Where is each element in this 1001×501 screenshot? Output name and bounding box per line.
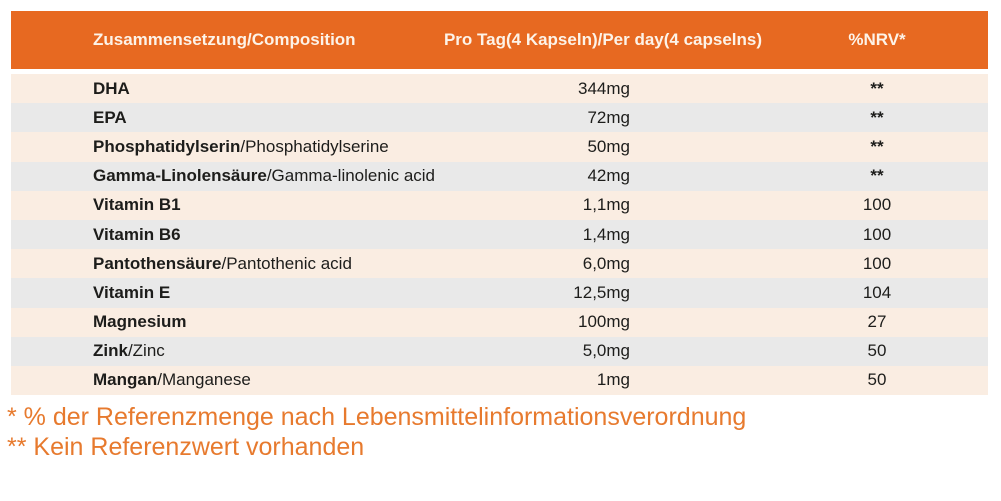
nrv-cell: 100	[862, 224, 892, 244]
ingredient-name-de: Vitamin B6	[93, 224, 181, 244]
ingredient-name-cell: Phosphatidylserin/Phosphatidylserine	[11, 137, 440, 157]
ingredient-name-de: Mangan	[93, 370, 158, 390]
ingredient-name-cell: EPA	[11, 108, 440, 128]
amount-cell: 12,5mg	[573, 282, 630, 302]
table-row: EPA 72mg **	[11, 103, 988, 133]
table-row: Phosphatidylserin/Phosphatidylserine 50m…	[11, 132, 988, 162]
ingredient-name-de: Pantothensäure	[93, 253, 222, 273]
ingredient-name-cell: Magnesium	[11, 312, 440, 332]
amount-cell: 6,0mg	[582, 253, 630, 273]
ingredient-name-en: /Phosphatidylserine	[240, 136, 389, 156]
ingredient-name-en: /Pantothenic acid	[221, 253, 352, 273]
nrv-cell: 50	[867, 341, 887, 361]
ingredient-name-cell: Vitamin E	[11, 283, 440, 303]
footnotes: * % der Referenzmenge nach Lebensmitteli…	[7, 402, 746, 462]
table-row: Zink/Zinc 5,0mg 50	[11, 336, 988, 366]
table-row: Gamma-Linolensäure/Gamma-linolenic acid …	[11, 161, 988, 191]
table-row: DHA 344mg **	[11, 74, 988, 104]
ingredient-name-de: Phosphatidylserin	[93, 136, 241, 156]
amount-cell: 50mg	[587, 136, 630, 156]
nrv-cell: 104	[862, 282, 892, 302]
ingredient-name-en: /Manganese	[157, 370, 251, 390]
ingredient-name-de: EPA	[93, 107, 127, 127]
table-header: Zusammensetzung/Composition Pro Tag(4 Ka…	[11, 11, 988, 69]
amount-cell: 5,0mg	[582, 341, 630, 361]
ingredient-name-cell: Vitamin B6	[11, 225, 440, 245]
ingredient-name-cell: Mangan/Manganese	[11, 370, 440, 390]
header-nrv: %NRV*	[848, 30, 906, 49]
ingredient-name-cell: Pantothensäure/Pantothenic acid	[11, 254, 440, 274]
nrv-cell: **	[870, 78, 884, 98]
table-row: Vitamin B1 1,1mg 100	[11, 190, 988, 220]
amount-cell: 344mg	[578, 78, 630, 98]
ingredient-name-cell: Zink/Zinc	[11, 341, 440, 361]
ingredient-name-de: DHA	[93, 78, 130, 98]
ingredient-name-cell: DHA	[11, 79, 440, 99]
table-row: Mangan/Manganese 1mg 50	[11, 365, 988, 396]
ingredient-name-de: Vitamin E	[93, 282, 171, 302]
amount-cell: 1,4mg	[582, 224, 630, 244]
nrv-cell: 50	[867, 370, 887, 390]
ingredient-name-cell: Gamma-Linolensäure/Gamma-linolenic acid	[11, 166, 440, 186]
amount-cell: 1,1mg	[582, 195, 630, 215]
amount-cell: 1mg	[596, 370, 630, 390]
ingredient-name-en: /Zinc	[127, 341, 165, 361]
amount-cell: 100mg	[578, 312, 630, 332]
ingredient-name-cell: Vitamin B1	[11, 195, 440, 215]
header-composition: Zusammensetzung/Composition	[93, 30, 356, 49]
table-row: Magnesium 100mg 27	[11, 307, 988, 337]
amount-cell: 72mg	[587, 107, 630, 127]
nrv-cell: **	[870, 136, 884, 156]
header-per-day: Pro Tag(4 Kapseln)/Per day(4 capselns)	[443, 30, 763, 49]
composition-table: Zusammensetzung/Composition Pro Tag(4 Ka…	[11, 11, 988, 396]
ingredient-name-de: Vitamin B1	[93, 195, 181, 215]
ingredient-name-de: Gamma-Linolensäure	[93, 166, 267, 186]
nrv-cell: 100	[862, 195, 892, 215]
ingredient-name-de: Magnesium	[93, 312, 187, 332]
amount-cell: 42mg	[587, 166, 630, 186]
nrv-cell: **	[870, 166, 884, 186]
nrv-cell: 100	[862, 253, 892, 273]
footnote-nrv-reference: * % der Referenzmenge nach Lebensmitteli…	[7, 403, 747, 431]
table-row: Vitamin E 12,5mg 104	[11, 278, 988, 308]
table-row: Pantothensäure/Pantothenic acid 6,0mg 10…	[11, 249, 988, 279]
footnote-no-reference: ** Kein Referenzwert vorhanden	[7, 433, 365, 461]
table-row: Vitamin B6 1,4mg 100	[11, 219, 988, 250]
table-body: DHA 344mg ** EPA 72mg ** Phosphatidylser…	[11, 74, 988, 396]
ingredient-name-en: /Gamma-linolenic acid	[266, 166, 436, 186]
ingredient-name-de: Zink	[93, 341, 128, 361]
nrv-cell: 27	[867, 312, 887, 332]
nrv-cell: **	[870, 107, 884, 127]
